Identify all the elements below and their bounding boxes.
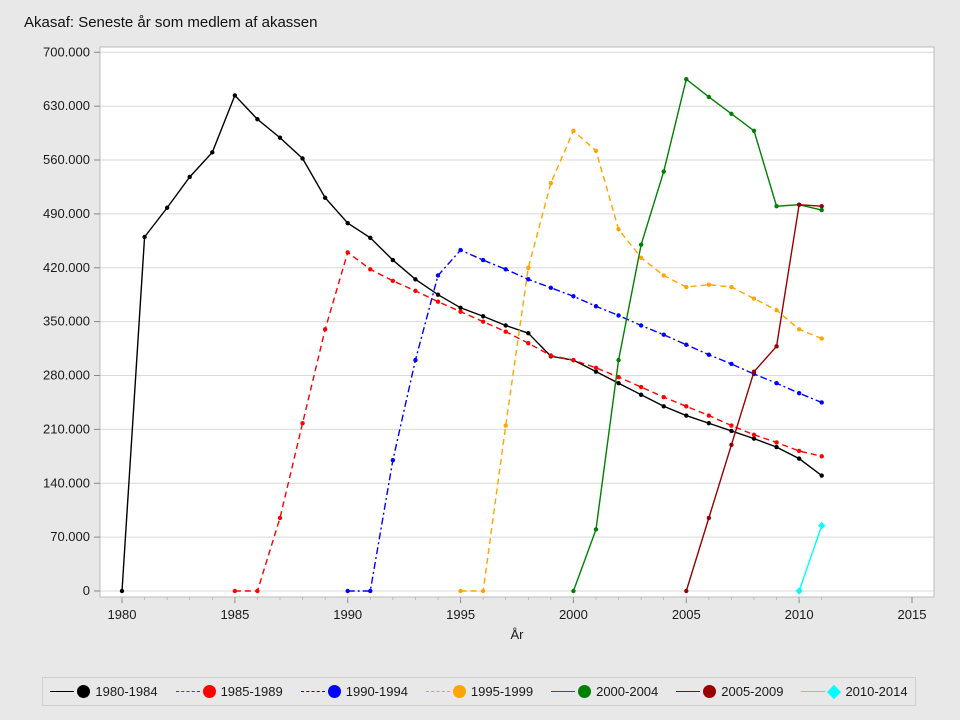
svg-text:280.000: 280.000 <box>43 368 90 383</box>
svg-text:2015: 2015 <box>898 607 927 622</box>
svg-text:År: År <box>511 627 525 642</box>
svg-text:420.000: 420.000 <box>43 260 90 275</box>
svg-text:2010: 2010 <box>785 607 814 622</box>
svg-text:0: 0 <box>83 583 90 598</box>
svg-text:140.000: 140.000 <box>43 475 90 490</box>
svg-text:1980: 1980 <box>108 607 137 622</box>
svg-text:1985: 1985 <box>220 607 249 622</box>
svg-text:490.000: 490.000 <box>43 206 90 221</box>
svg-text:1995: 1995 <box>446 607 475 622</box>
svg-text:1990: 1990 <box>333 607 362 622</box>
svg-text:560.000: 560.000 <box>43 152 90 167</box>
svg-text:2005: 2005 <box>672 607 701 622</box>
svg-text:350.000: 350.000 <box>43 314 90 329</box>
svg-text:70.000: 70.000 <box>50 529 90 544</box>
svg-text:2000: 2000 <box>559 607 588 622</box>
svg-text:700.000: 700.000 <box>43 44 90 59</box>
svg-text:210.000: 210.000 <box>43 421 90 436</box>
svg-text:630.000: 630.000 <box>43 98 90 113</box>
